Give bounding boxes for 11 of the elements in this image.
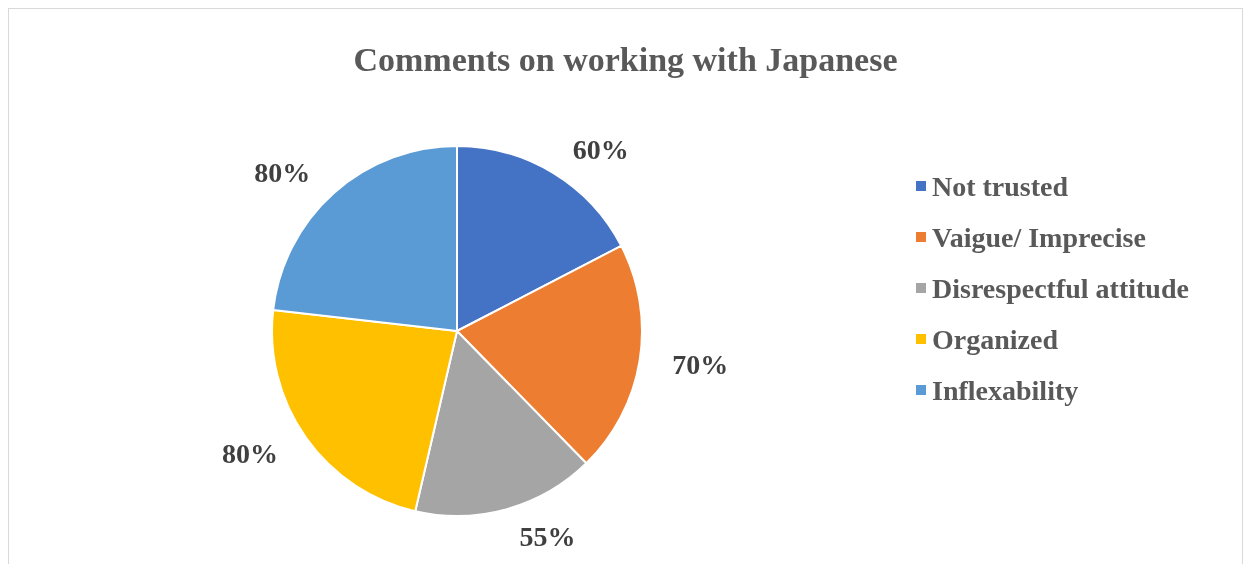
data-label: 55%: [519, 520, 576, 552]
data-label: 80%: [254, 156, 311, 188]
chart-title: Comments on working with Japanese: [353, 40, 898, 78]
data-label: 60%: [572, 133, 629, 165]
data-label: 80%: [221, 438, 278, 470]
data-label: 70%: [672, 349, 729, 381]
legend-label: Vaigue/ Imprecise: [932, 221, 1146, 253]
legend-label: Inflexability: [932, 374, 1079, 406]
legend-label: Not trusted: [932, 170, 1069, 202]
legend-label: Disrespectful attitude: [932, 272, 1189, 304]
legend-label: Organized: [932, 323, 1059, 355]
